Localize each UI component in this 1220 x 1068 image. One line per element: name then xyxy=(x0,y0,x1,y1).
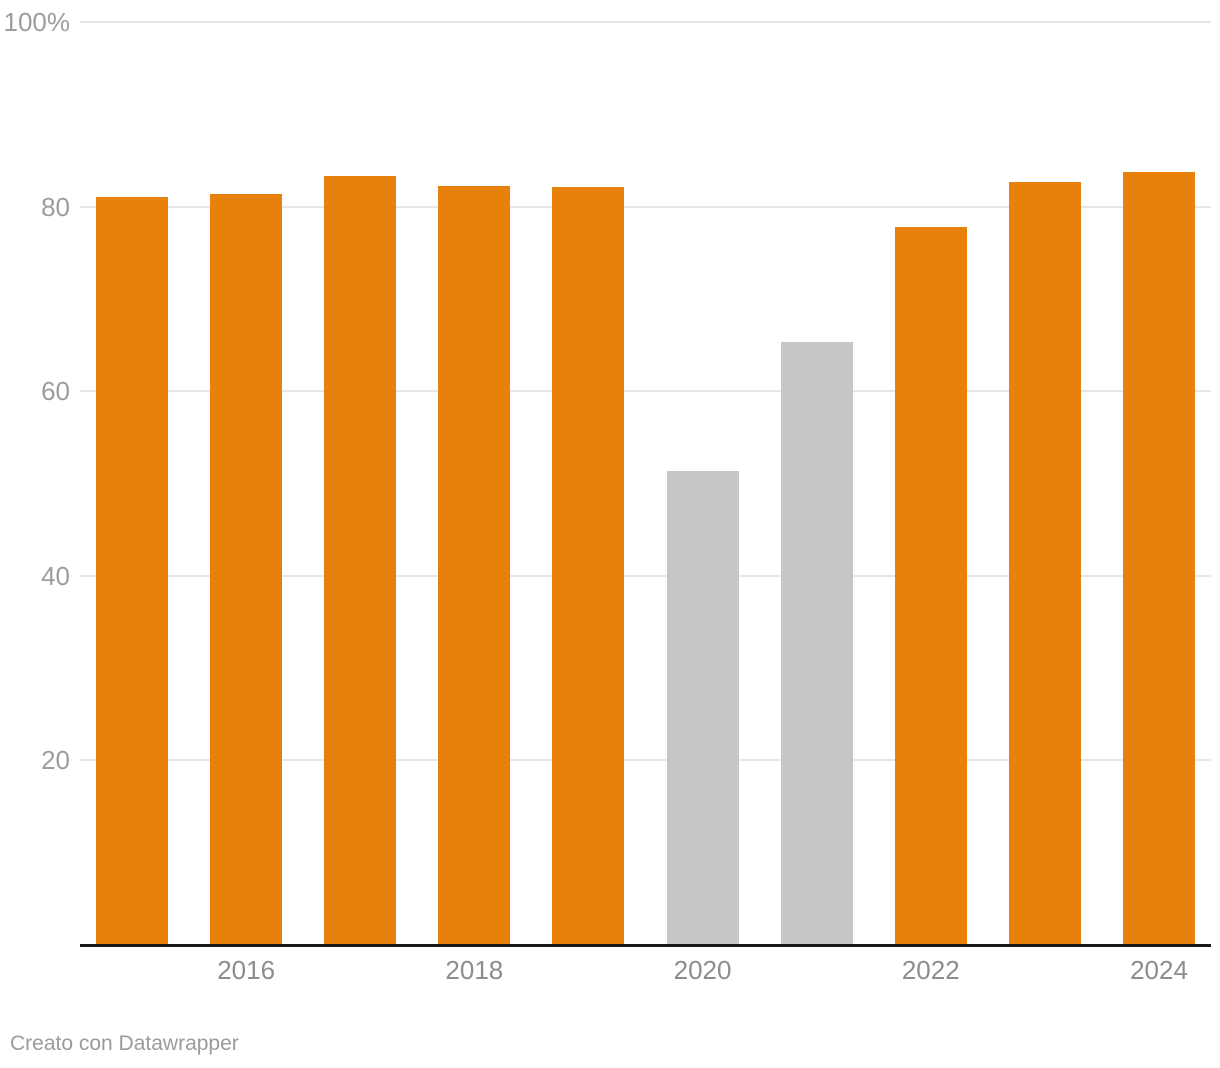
bar-2019 xyxy=(552,187,625,945)
bar-2023 xyxy=(1008,181,1081,945)
x-axis-line xyxy=(80,944,1211,947)
gridline-80 xyxy=(80,205,1211,208)
y-tick-label-80: 80 xyxy=(41,191,70,222)
bar-2024 xyxy=(1122,171,1195,945)
gridline-20 xyxy=(80,759,1211,762)
y-tick-label-100: 100% xyxy=(3,7,71,37)
bar-2015 xyxy=(96,197,168,945)
gridline-100 xyxy=(80,21,1211,23)
bar-2016 xyxy=(210,193,283,945)
bar-2018 xyxy=(438,186,511,945)
datawrapper-attribution-link[interactable]: Creato con Datawrapper xyxy=(10,1032,239,1055)
bar-2017 xyxy=(324,176,397,945)
x-tick-label-2018: 2018 xyxy=(445,955,504,985)
y-tick-label-40: 40 xyxy=(41,560,70,591)
bar-2022 xyxy=(894,226,967,945)
gridline-40 xyxy=(80,574,1211,577)
bar-2020 xyxy=(666,470,739,945)
x-tick-label-2022: 2022 xyxy=(901,955,960,985)
y-tick-label-20: 20 xyxy=(41,745,70,776)
x-tick-label-2024: 2024 xyxy=(1130,955,1188,985)
y-tick-label-60: 60 xyxy=(41,376,70,407)
bar-2021 xyxy=(780,342,853,945)
gridline-60 xyxy=(80,390,1211,393)
x-tick-label-2016: 2016 xyxy=(217,955,276,985)
x-tick-label-2020: 2020 xyxy=(673,955,732,985)
